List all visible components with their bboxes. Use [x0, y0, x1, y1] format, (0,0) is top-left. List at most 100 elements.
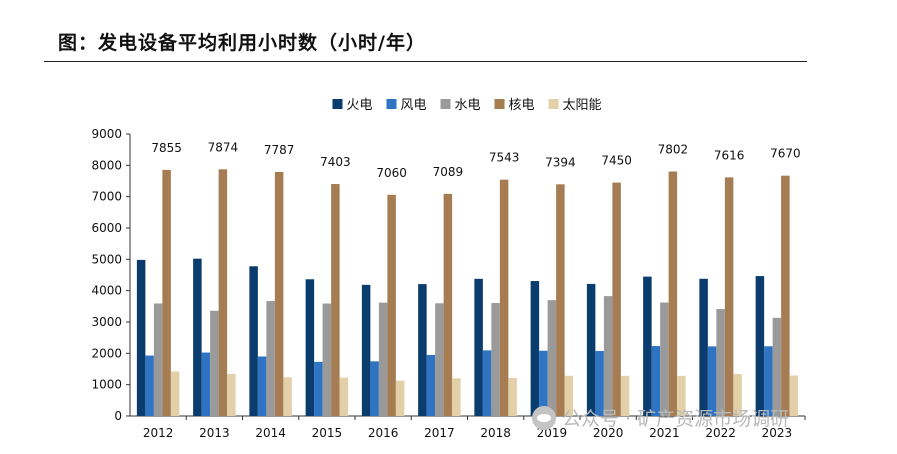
- bar-2012-风电: [145, 355, 154, 416]
- data-label: 7394: [545, 155, 576, 169]
- bar-2015-核电: [331, 184, 340, 416]
- bar-2015-太阳能: [339, 377, 349, 416]
- bar-2021-水电: [660, 302, 669, 416]
- bar-2022-核电: [724, 177, 734, 416]
- bar-2016-风电: [370, 361, 379, 416]
- watermark-text: 公众号 · 矿产资源市场调研: [562, 408, 790, 430]
- page-title: 图：发电设备平均利用小时数（小时/年）: [58, 32, 426, 54]
- bar-2022-水电: [716, 309, 725, 416]
- bar-2012-核电: [162, 169, 171, 416]
- bar-2016-核电: [387, 194, 396, 416]
- bar-2016-火电: [361, 284, 371, 416]
- bar-2017-太阳能: [452, 378, 461, 416]
- bar-2013-风电: [201, 352, 211, 416]
- bar-2012-火电: [136, 259, 146, 416]
- data-label: 7616: [714, 148, 745, 162]
- bar-2013-太阳能: [227, 373, 236, 416]
- data-label: 7802: [658, 143, 689, 157]
- bar-2012-太阳能: [170, 371, 180, 416]
- bar-2014-风电: [257, 356, 267, 416]
- bar-2018-水电: [491, 302, 500, 416]
- x-tick-label: 2014: [255, 426, 286, 440]
- y-tick-label: 1000: [91, 378, 122, 392]
- bar-2019-太阳能: [564, 375, 574, 416]
- bar-2020-火电: [586, 283, 596, 416]
- x-tick-label: 2021: [649, 426, 680, 440]
- data-label: 7060: [376, 166, 407, 180]
- legend-label: 太阳能: [563, 98, 602, 113]
- x-tick-label: 2016: [368, 426, 399, 440]
- data-label: 7403: [320, 155, 351, 169]
- y-tick-label: 9000: [91, 127, 122, 141]
- bar-2015-风电: [314, 361, 323, 416]
- x-tick-label: 2023: [762, 426, 793, 440]
- legend-label: 核电: [509, 98, 535, 113]
- bar-2020-水电: [603, 296, 613, 416]
- bar-2022-风电: [707, 346, 717, 416]
- bar-2018-核电: [499, 179, 509, 416]
- bar-2019-风电: [539, 350, 548, 416]
- bar-2014-火电: [249, 266, 258, 416]
- x-tick-label: 2018: [480, 426, 511, 440]
- bar-2022-太阳能: [733, 374, 742, 416]
- bar-2018-太阳能: [508, 378, 517, 416]
- x-tick-label: 2015: [312, 426, 343, 440]
- bar-2021-火电: [643, 276, 652, 416]
- y-tick-label: 8000: [91, 158, 122, 172]
- bar-2019-水电: [547, 300, 557, 416]
- title-divider: [44, 61, 807, 62]
- x-tick-label: 2020: [593, 426, 624, 440]
- legend-label: 水电: [455, 98, 481, 113]
- bar-2014-水电: [266, 301, 275, 416]
- legend-swatch: [494, 99, 505, 109]
- watermark: 公众号 · 矿产资源市场调研: [532, 404, 789, 431]
- bar-2013-水电: [210, 310, 219, 416]
- bar-2014-太阳能: [283, 377, 292, 416]
- bar-2020-核电: [612, 182, 621, 416]
- data-label: 7089: [433, 165, 464, 179]
- bar-2023-太阳能: [789, 375, 799, 416]
- bar-2017-风电: [426, 354, 436, 416]
- legend-swatch: [386, 99, 397, 109]
- bar-2021-风电: [651, 346, 661, 416]
- bar-2023-火电: [755, 276, 765, 416]
- bar-2015-火电: [305, 279, 315, 416]
- legend-swatch: [440, 99, 451, 109]
- wechat-icon: [532, 406, 556, 430]
- y-tick-label: 7000: [91, 190, 122, 204]
- bar-2017-水电: [435, 303, 444, 416]
- bar-2013-火电: [193, 258, 202, 416]
- x-tick-label: 2022: [705, 426, 736, 440]
- bar-2015-水电: [322, 303, 332, 416]
- y-tick-label: 2000: [91, 346, 122, 360]
- data-label: 7787: [264, 143, 295, 157]
- bar-2022-火电: [699, 278, 708, 416]
- data-label: 7543: [489, 151, 520, 165]
- bar-2023-水电: [772, 317, 782, 416]
- bar-2019-火电: [530, 281, 540, 416]
- y-tick-label: 3000: [91, 315, 122, 329]
- x-tick-label: 2017: [424, 426, 455, 440]
- bar-2023-风电: [764, 346, 773, 416]
- bar-2014-核电: [274, 172, 284, 416]
- y-tick-label: 0: [114, 409, 122, 423]
- bar-2020-风电: [595, 351, 604, 416]
- bar-2018-风电: [482, 350, 492, 416]
- bar-2019-核电: [556, 184, 565, 416]
- data-label: 7450: [601, 154, 632, 168]
- bar-2012-水电: [153, 303, 163, 416]
- bar-2021-太阳能: [677, 375, 686, 416]
- legend-swatch: [548, 99, 559, 109]
- bar-2020-太阳能: [620, 375, 630, 416]
- bar-2013-核电: [218, 169, 228, 416]
- y-tick-label: 6000: [91, 221, 122, 235]
- bar-2016-太阳能: [395, 380, 405, 416]
- legend-label: 风电: [401, 98, 427, 113]
- data-label: 7855: [151, 141, 182, 155]
- bar-2021-核电: [668, 171, 678, 416]
- x-tick-label: 2012: [143, 426, 174, 440]
- bar-2023-核电: [781, 175, 790, 416]
- bar-2017-火电: [418, 284, 427, 416]
- y-tick-label: 4000: [91, 284, 122, 298]
